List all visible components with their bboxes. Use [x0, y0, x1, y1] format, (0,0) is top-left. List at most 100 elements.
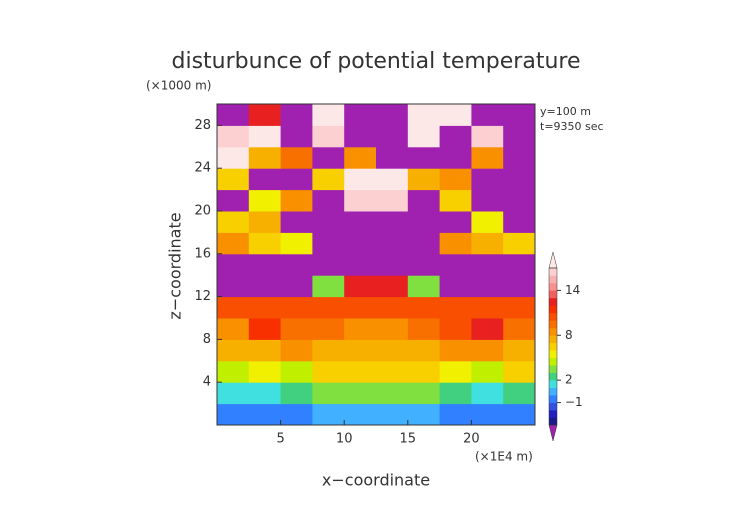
cell [471, 339, 504, 362]
cell [503, 360, 536, 383]
cell [439, 339, 472, 362]
colorbar-band [549, 335, 557, 344]
cell [248, 296, 282, 319]
cell [439, 125, 472, 148]
x-tick-label: 10 [336, 432, 353, 447]
colorbar-band [549, 372, 557, 381]
y-unit: (×1000 m) [146, 79, 211, 93]
cell [248, 382, 282, 405]
cell [312, 146, 345, 169]
cell [280, 189, 313, 212]
cell [407, 125, 441, 148]
colorbar-band [549, 387, 557, 396]
cell [503, 104, 536, 126]
colorbar-over [548, 251, 558, 269]
colorbar-tick-label: −1 [565, 395, 583, 409]
cell [344, 275, 377, 298]
cell [248, 125, 282, 148]
cell [439, 382, 472, 405]
cell [376, 146, 409, 169]
colorbar-band [549, 417, 557, 426]
cell [248, 403, 282, 426]
cell [312, 104, 345, 126]
colorbar-band [549, 275, 557, 284]
colorbar-tick-label: 2 [565, 373, 573, 387]
cell [376, 318, 409, 340]
colorbar-under [548, 424, 558, 442]
y-tick-label: 12 [194, 289, 211, 304]
cell [407, 360, 441, 383]
cell [344, 360, 377, 383]
cell [312, 232, 345, 255]
cell [312, 189, 345, 212]
cell [217, 275, 250, 298]
cell [280, 360, 313, 383]
cell [407, 275, 441, 298]
cell [407, 253, 441, 276]
cell [439, 275, 472, 298]
y-tick-label: 24 [194, 161, 211, 176]
cell [407, 211, 441, 233]
cell [376, 253, 409, 276]
cell [407, 189, 441, 212]
cell [344, 189, 377, 212]
cell [471, 125, 504, 148]
cell [280, 296, 313, 319]
cell [248, 189, 282, 212]
cell [280, 382, 313, 405]
cell [471, 189, 504, 212]
cell [439, 360, 472, 383]
cell [471, 296, 504, 319]
cell [471, 104, 504, 126]
cell [503, 403, 536, 426]
cell [503, 253, 536, 276]
cell [376, 168, 409, 191]
cell [344, 211, 377, 233]
cell [503, 339, 536, 362]
cell [407, 104, 441, 126]
cell [439, 232, 472, 255]
cell [248, 360, 282, 383]
cell [407, 232, 441, 255]
colorbar-band [549, 282, 557, 291]
cell [280, 232, 313, 255]
cell [344, 146, 377, 169]
cell [471, 146, 504, 169]
cell [439, 211, 472, 233]
cell [471, 253, 504, 276]
cell [344, 318, 377, 340]
x-tick-label: 15 [400, 432, 417, 447]
cell [248, 253, 282, 276]
cell [280, 318, 313, 340]
colorbar-band [549, 320, 557, 329]
colorbar-band [549, 305, 557, 314]
cell [344, 339, 377, 362]
y-tick-label: 8 [203, 332, 211, 347]
colorbar-band [549, 327, 557, 336]
cell [344, 403, 377, 426]
cell [407, 339, 441, 362]
colorbar-tick-label: 14 [565, 283, 580, 297]
annotation: y=100 m [540, 105, 591, 118]
cell [217, 296, 250, 319]
colorbar-band [549, 342, 557, 351]
cell [471, 318, 504, 340]
y-tick-label: 20 [194, 204, 211, 219]
cell [248, 104, 282, 126]
cell [312, 318, 345, 340]
cell [503, 232, 536, 255]
colorbar-band [549, 410, 557, 418]
cell [439, 253, 472, 276]
cell [376, 211, 409, 233]
x-unit: (×1E4 m) [475, 450, 533, 464]
cell [280, 125, 313, 148]
colorbar-band [549, 268, 557, 276]
cell [312, 339, 345, 362]
cell [312, 296, 345, 319]
cell [376, 403, 409, 426]
cell [439, 168, 472, 191]
cell [471, 211, 504, 233]
colorbar-band [549, 357, 557, 366]
cell [471, 403, 504, 426]
cell [471, 382, 504, 405]
